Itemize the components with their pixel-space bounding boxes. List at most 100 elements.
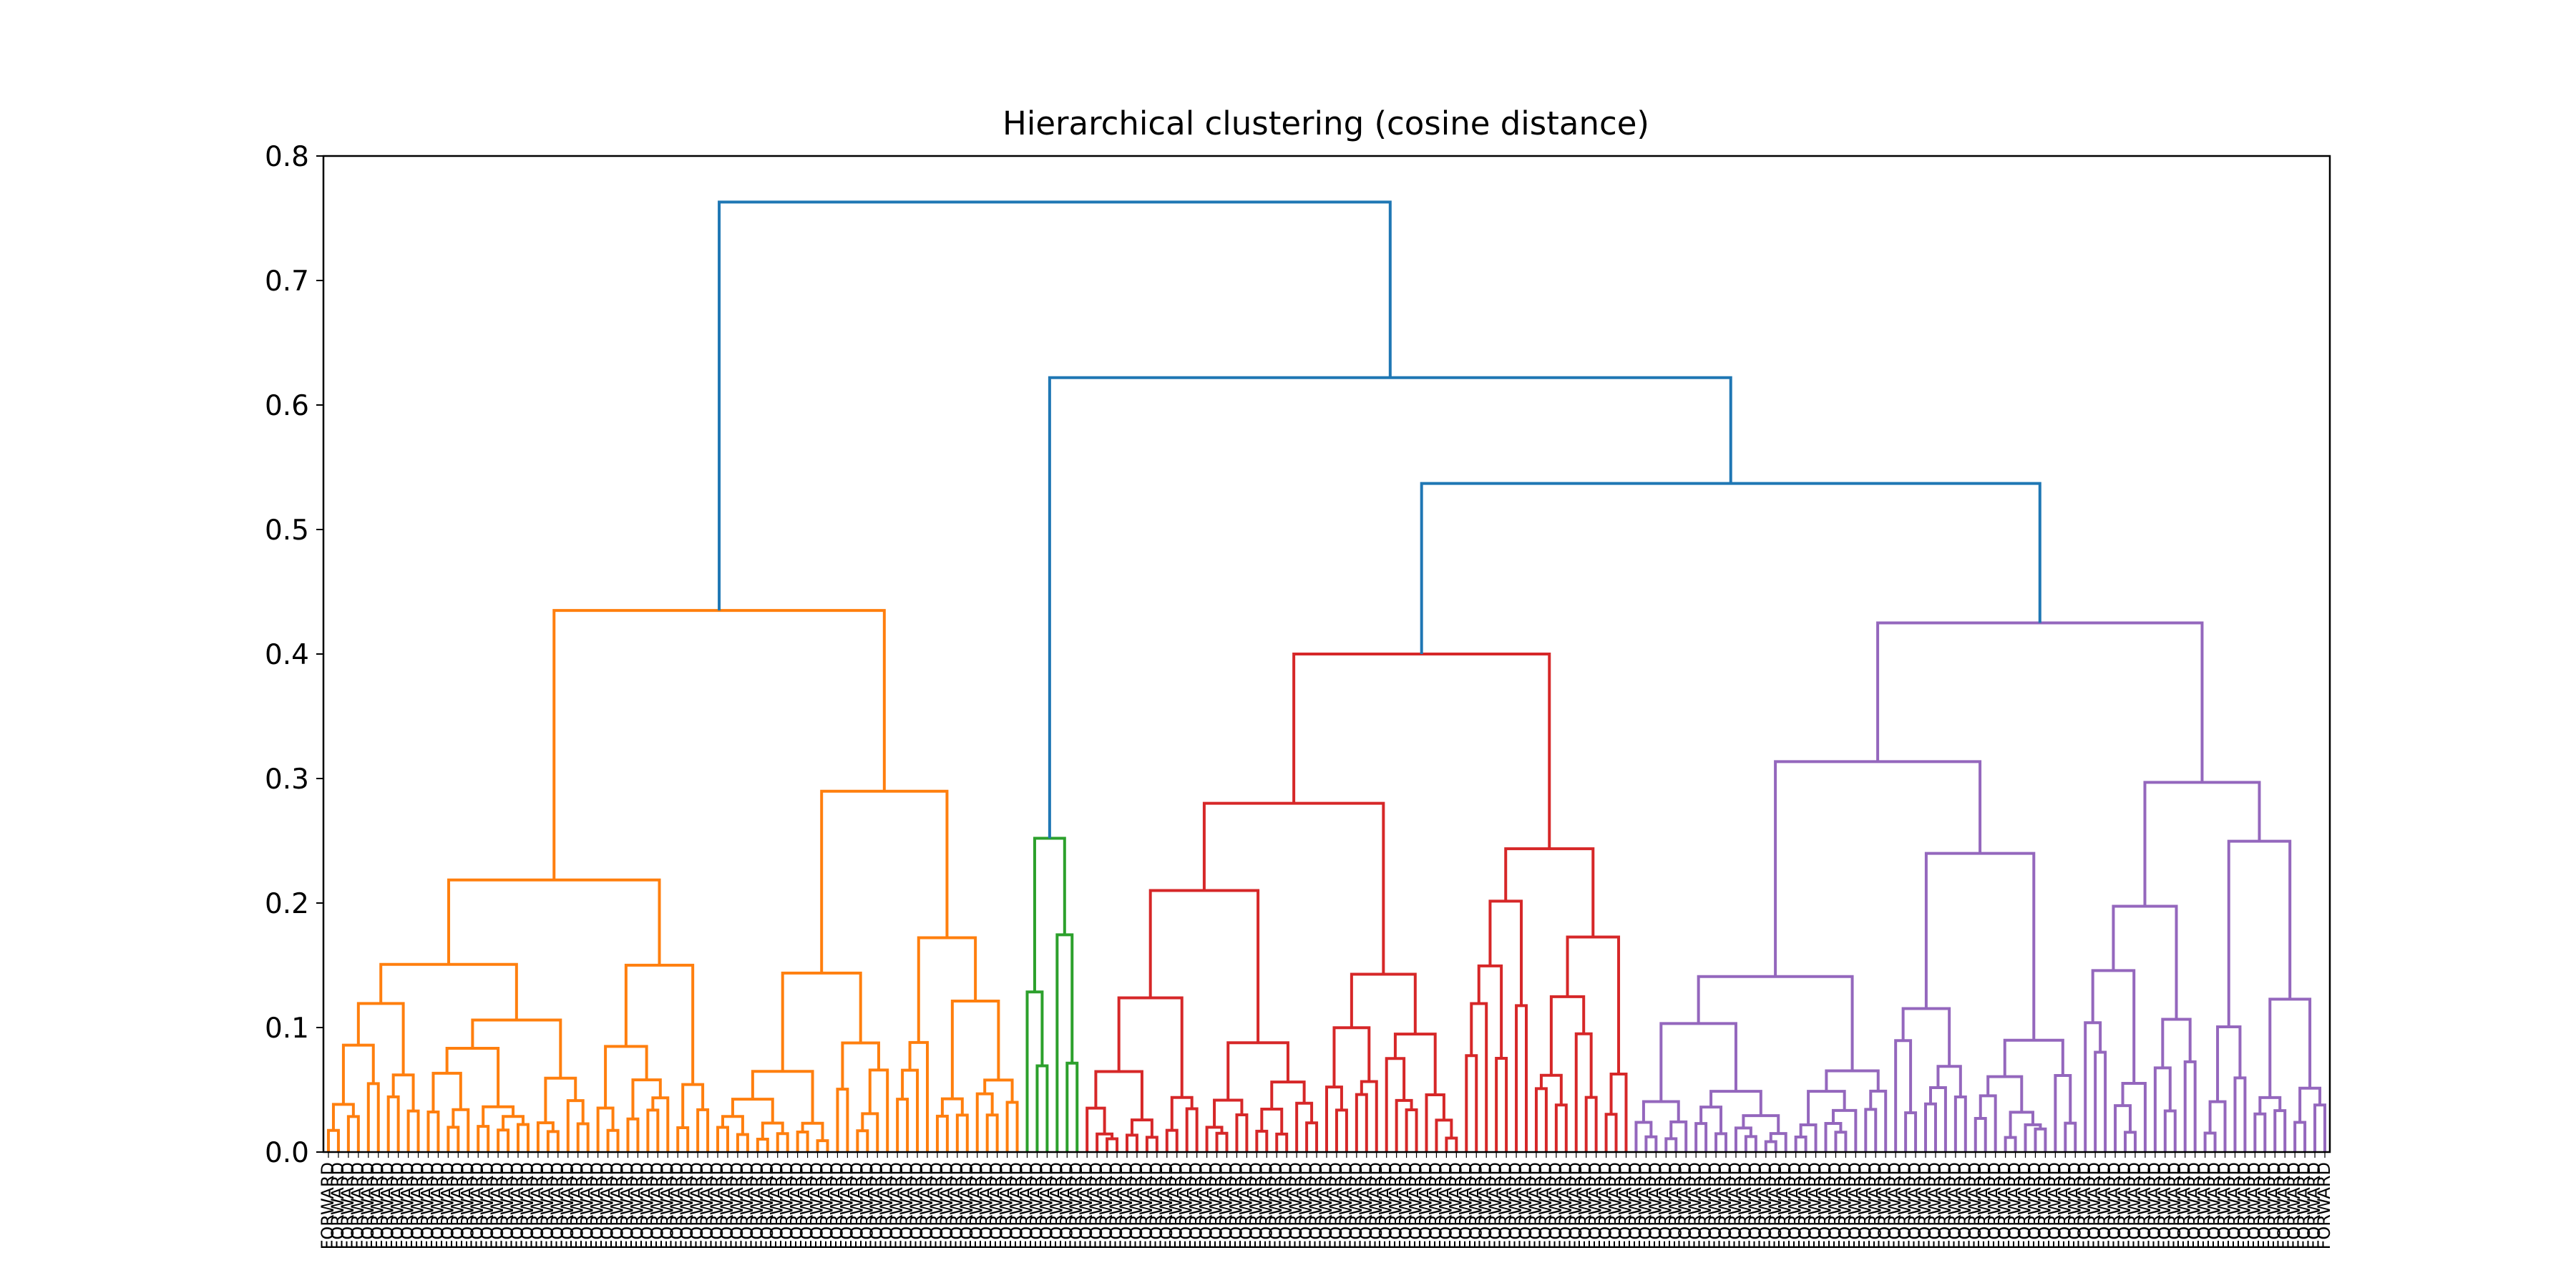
leaf-label: FORWARD: [398, 1162, 418, 1249]
leaf-label: FORWARD: [1975, 1162, 1995, 1249]
dendrogram-link: [2024, 1123, 2042, 1152]
leaf-label: FORWARD: [767, 1162, 787, 1249]
leaf-label: FORWARD: [408, 1162, 428, 1249]
dendrogram-link: [1215, 1131, 1229, 1152]
leaf-label: FORWARD: [1396, 1162, 1416, 1249]
leaf-label: FORWARD: [358, 1162, 378, 1249]
leaf-label: FORWARD: [2024, 1162, 2044, 1249]
leaf-label: FORWARD: [797, 1162, 817, 1249]
leaf-label: FORWARD: [2044, 1162, 2064, 1249]
leaf-label: FORWARD: [1465, 1162, 1485, 1249]
dendrogram-link: [776, 1132, 789, 1152]
leaf-label: FORWARD: [1096, 1162, 1116, 1249]
leaf-label: FORWARD: [2215, 1162, 2235, 1249]
leaf-label: FORWARD: [477, 1162, 497, 1249]
leaf-label: FORWARD: [2294, 1162, 2314, 1249]
leaf-label: FORWARD: [1845, 1162, 1865, 1249]
leaf-label: FORWARD: [2034, 1162, 2054, 1249]
dendrogram-link: [1065, 1061, 1079, 1152]
dendrogram-link: [721, 1115, 744, 1135]
leaf-label: FORWARD: [1625, 1162, 1645, 1249]
dendrogram-link: [2143, 781, 2261, 907]
dendrogram-link: [1584, 1096, 1598, 1152]
plot-frame: [322, 155, 2331, 1153]
leaf-label: FORWARD: [2254, 1162, 2274, 1249]
leaf-label: FORWARD: [1176, 1162, 1196, 1249]
leaf-label: FORWARD: [1865, 1162, 1885, 1249]
leaf-label: FORWARD: [637, 1162, 657, 1249]
leaf-label: FORWARD: [2124, 1162, 2145, 1249]
leaf-label: FORWARD: [1455, 1162, 1475, 1249]
leaf-label: FORWARD: [517, 1162, 537, 1249]
dendrogram-link: [1659, 1022, 1737, 1102]
dendrogram-link: [1609, 1073, 1628, 1152]
leaf-label: FORWARD: [2244, 1162, 2264, 1249]
leaf-label: FORWARD: [647, 1162, 667, 1249]
dendrogram-link: [651, 1096, 670, 1152]
leaf-label: FORWARD: [1086, 1162, 1106, 1249]
leaf-label: FORWARD: [1316, 1162, 1336, 1249]
leaf-label: FORWARD: [1386, 1162, 1406, 1249]
dendrogram-link: [1864, 1108, 1878, 1152]
dendrogram-link: [1714, 1132, 1728, 1152]
dendrogram-link: [2313, 1103, 2327, 1152]
dendrogram-link: [696, 1108, 710, 1152]
dendrogram-link: [1205, 1126, 1224, 1152]
leaf-label: FORWARD: [907, 1162, 927, 1249]
leaf-label: FORWARD: [2155, 1162, 2175, 1249]
leaf-label: FORWARD: [1765, 1162, 1785, 1249]
leaf-label: FORWARD: [338, 1162, 358, 1249]
dendrogram-link: [1106, 1137, 1119, 1152]
dendrogram-link: [1979, 1094, 1997, 1152]
leaf-label: FORWARD: [1695, 1162, 1715, 1249]
dendrogram-link: [1465, 1054, 1478, 1152]
leaf-label: FORWARD: [1935, 1162, 1955, 1249]
leaf-label: FORWARD: [2135, 1162, 2155, 1249]
y-tick-label: 0.2: [265, 888, 309, 920]
leaf-label: FORWARD: [1785, 1162, 1805, 1249]
leaf-label: FORWARD: [1036, 1162, 1056, 1249]
dendrogram-link: [1213, 1098, 1244, 1128]
dendrogram-link: [631, 1078, 662, 1119]
leaf-label: FORWARD: [1945, 1162, 1965, 1249]
dendrogram-link: [1554, 1103, 1568, 1152]
dendrogram-link: [1488, 899, 1523, 1006]
leaf-label: FORWARD: [1925, 1162, 1945, 1249]
leaf-label: FORWARD: [1685, 1162, 1705, 1249]
leaf-label: FORWARD: [1895, 1162, 1915, 1249]
leaf-label: FORWARD: [1825, 1162, 1845, 1249]
leaf-label: FORWARD: [947, 1162, 967, 1249]
leaf-label: FORWARD: [1046, 1162, 1066, 1249]
leaf-label: FORWARD: [627, 1162, 647, 1249]
dendrogram-link: [471, 1018, 562, 1078]
dendrogram-link: [1794, 1135, 1807, 1152]
leaf-label: FORWARD: [537, 1162, 557, 1249]
y-tick-label: 0.5: [265, 514, 309, 547]
leaf-label: FORWARD: [1705, 1162, 1725, 1249]
leaf-label: FORWARD: [1166, 1162, 1186, 1249]
dendrogram-link: [1924, 852, 2036, 1040]
leaf-label: FORWARD: [1366, 1162, 1386, 1249]
dendrogram-link: [1539, 1073, 1563, 1106]
leaf-label: FORWARD: [967, 1162, 987, 1249]
dendrogram-link: [1332, 1026, 1371, 1088]
dendrogram-link: [1295, 1101, 1314, 1152]
leaf-label: FORWARD: [1266, 1162, 1286, 1249]
dendrogram-link: [1325, 1085, 1343, 1152]
dendrogram-link: [331, 1103, 355, 1131]
dendrogram-link: [1395, 1098, 1413, 1152]
dendrogram-link: [624, 963, 695, 1085]
dendrogram-link: [731, 1098, 774, 1123]
leaf-label: FORWARD: [1156, 1162, 1176, 1249]
leaf-label: FORWARD: [1116, 1162, 1136, 1249]
leaf-label: FORWARD: [657, 1162, 677, 1249]
root-link: [718, 200, 1392, 611]
leaf-label: FORWARD: [2145, 1162, 2165, 1249]
dendrogram-link: [1974, 1116, 1987, 1152]
dendrogram-link: [426, 1110, 440, 1152]
leaf-label: FORWARD: [997, 1162, 1017, 1249]
dendrogram-link: [2003, 1038, 2064, 1077]
leaf-label: FORWARD: [487, 1162, 507, 1249]
leaf-label: FORWARD: [1376, 1162, 1396, 1249]
leaf-label: FORWARD: [608, 1162, 628, 1249]
